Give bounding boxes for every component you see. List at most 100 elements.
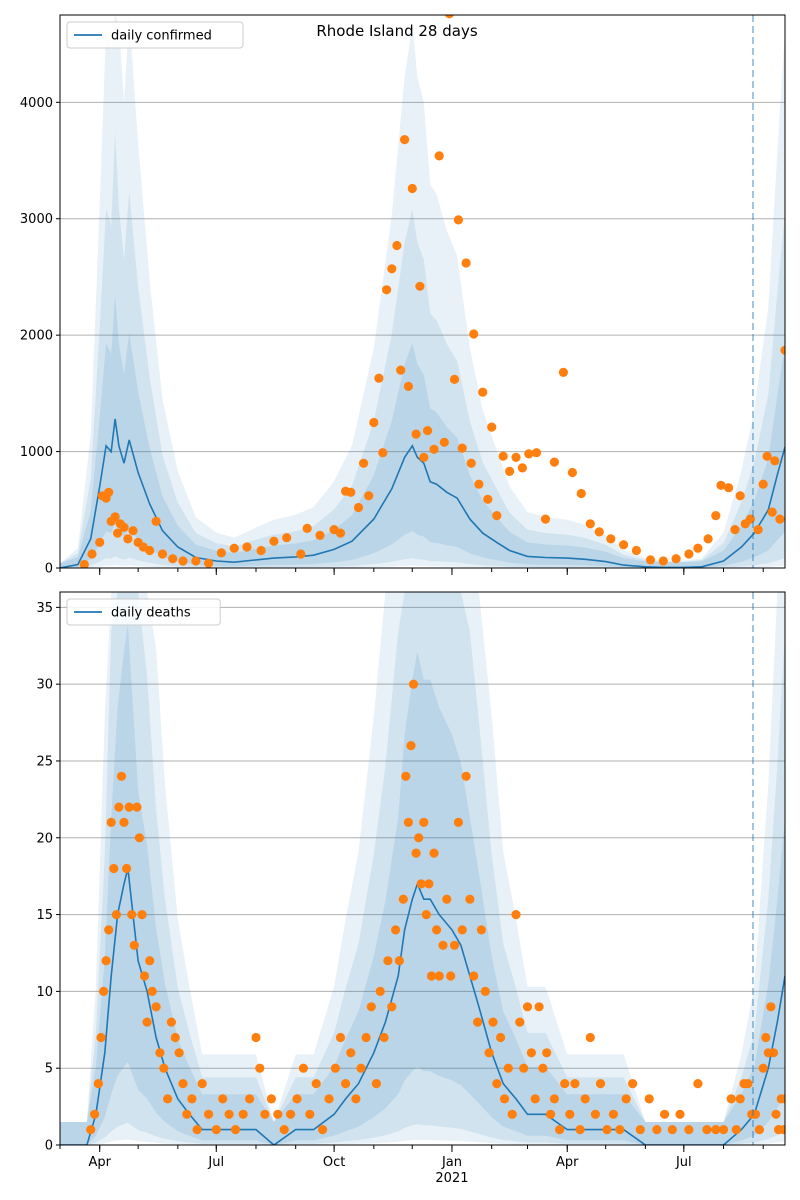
data-point [434, 971, 444, 981]
data-point [128, 526, 138, 536]
data-point [693, 1079, 703, 1089]
data-point [374, 373, 384, 383]
x-tick-label: Apr [556, 1155, 579, 1170]
data-point [628, 1079, 638, 1089]
data-point [631, 545, 642, 556]
data-point [302, 523, 312, 534]
data-point [449, 374, 460, 384]
data-point [204, 558, 214, 568]
data-point [771, 1109, 781, 1119]
data-point [111, 910, 121, 920]
data-point [346, 1048, 356, 1058]
data-point [391, 925, 401, 935]
data-point [415, 281, 425, 291]
data-point [396, 365, 406, 375]
data-point [465, 894, 475, 904]
data-point [558, 367, 569, 377]
data-point [166, 1017, 176, 1027]
data-point [667, 1125, 677, 1135]
data-point [124, 802, 134, 812]
data-point [511, 910, 521, 920]
data-point [255, 1063, 265, 1073]
data-point [526, 1048, 537, 1058]
data-point [407, 183, 417, 194]
data-point [768, 1048, 779, 1058]
legend-label: daily deaths [111, 606, 191, 621]
band-1 [60, 592, 785, 1145]
data-point [438, 940, 448, 950]
legend-label: daily confirmed [111, 29, 212, 44]
x-tick-label: Oct [323, 1155, 345, 1170]
data-point [218, 1094, 228, 1104]
data-point [387, 264, 397, 274]
y-tick-label: 2000 [20, 329, 53, 344]
data-point [779, 1125, 785, 1135]
data-point [439, 437, 449, 447]
data-point [644, 1094, 654, 1104]
band-2 [60, 295, 785, 568]
data-point [282, 533, 292, 543]
data-point [387, 1002, 397, 1012]
x-tick-label: Jul [207, 1155, 224, 1170]
data-point [444, 15, 454, 19]
data-point [702, 1125, 712, 1135]
data-point [116, 771, 127, 781]
data-point [114, 802, 124, 812]
data-point [522, 1002, 533, 1012]
data-point [273, 1109, 283, 1119]
data-point [499, 1094, 510, 1104]
data-point [538, 1063, 548, 1073]
data-point [411, 429, 421, 439]
y-tick-label: 3000 [20, 212, 53, 227]
data-point [671, 554, 681, 564]
data-point [540, 514, 551, 524]
band-0 [60, 15, 785, 568]
x-tick-label: Jul [675, 1155, 692, 1170]
data-point [487, 422, 497, 432]
data-point [546, 1109, 556, 1119]
data-point [353, 502, 364, 513]
data-point [408, 679, 419, 689]
data-point [151, 1002, 161, 1012]
data-point [780, 345, 785, 355]
data-point [735, 491, 745, 501]
data-point [675, 1109, 685, 1119]
data-point [394, 956, 404, 966]
data-point [743, 1079, 753, 1089]
data-point [330, 1063, 340, 1073]
data-point [432, 925, 442, 935]
data-point [182, 1109, 192, 1119]
data-point [305, 1109, 315, 1119]
data-point [79, 559, 89, 568]
data-point [155, 1048, 165, 1058]
data-point [567, 467, 578, 478]
data-point [608, 1109, 619, 1119]
band-1 [60, 131, 785, 568]
data-point [421, 910, 431, 920]
data-point [113, 528, 123, 538]
legend-box [66, 598, 221, 626]
data-point [142, 1017, 152, 1027]
data-point [335, 528, 346, 538]
x-tick-label: Apr [88, 1155, 111, 1170]
data-point [346, 487, 356, 497]
data-point [401, 771, 411, 781]
data-point [515, 1017, 525, 1027]
data-point [576, 488, 586, 499]
data-point [580, 1094, 590, 1104]
data-point [311, 1079, 321, 1089]
data-point [615, 1125, 625, 1135]
data-point [595, 1079, 606, 1089]
axes-frame [59, 591, 786, 1146]
data-point [134, 833, 144, 843]
data-point [531, 448, 542, 458]
data-point [762, 451, 772, 461]
data-point [423, 426, 433, 436]
data-point [403, 817, 413, 828]
data-point [416, 879, 426, 889]
data-point [461, 771, 471, 781]
data-point [469, 329, 479, 339]
data-point [758, 1063, 768, 1073]
y-tick-label: 5 [45, 1062, 53, 1077]
data-point [457, 443, 467, 453]
